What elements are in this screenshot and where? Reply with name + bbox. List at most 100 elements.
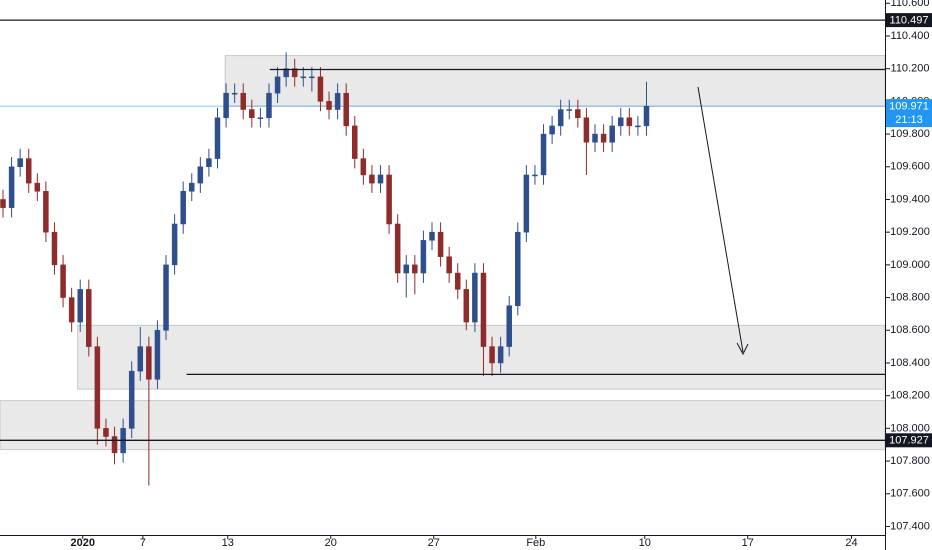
x-tick-label: 7 <box>140 537 146 549</box>
candle-body <box>154 330 161 380</box>
candle-body <box>463 289 470 323</box>
candle-body <box>600 133 607 143</box>
candle-body <box>103 428 109 437</box>
candle-body <box>163 264 169 331</box>
candle-body <box>25 158 32 184</box>
candle-body <box>309 76 315 79</box>
y-tick-label: 109.800 <box>890 128 930 140</box>
candle-body <box>274 76 281 94</box>
candle-body <box>214 117 221 159</box>
y-tick-label: 107.800 <box>890 455 930 467</box>
candle-body <box>197 166 204 184</box>
arrow <box>697 86 744 353</box>
x-tick-label: 17 <box>742 537 754 549</box>
candle-body <box>343 92 349 127</box>
candle-body <box>111 436 118 454</box>
candle-body <box>171 223 178 266</box>
candle-body <box>326 101 332 110</box>
candle-body <box>429 231 435 241</box>
candle-body <box>146 346 152 380</box>
candle-body <box>206 158 212 168</box>
candle-body <box>575 109 581 118</box>
candle-body <box>635 125 641 128</box>
candle-body <box>557 109 564 127</box>
y-tick-label: 109.200 <box>890 226 930 238</box>
candle-body <box>34 182 41 192</box>
candle-body <box>291 68 298 78</box>
candle-body <box>377 174 384 184</box>
candle-body <box>472 272 478 323</box>
candle-body <box>583 117 590 143</box>
candle-body <box>231 92 238 95</box>
y-tick-label: 108.000 <box>890 422 930 434</box>
zone <box>0 400 886 451</box>
level-label-box <box>886 13 932 28</box>
y-tick-label: 110.600 <box>891 0 930 9</box>
candle-body <box>489 346 495 364</box>
y-tick-label: 108.600 <box>890 324 930 336</box>
candle-body <box>257 117 264 119</box>
candle-body <box>334 92 341 110</box>
candle-body <box>189 182 195 192</box>
candle-body <box>43 191 49 233</box>
candle-body <box>317 76 324 102</box>
candle-body <box>51 231 58 266</box>
candle-body <box>300 76 307 79</box>
candle-body <box>515 231 521 306</box>
level-label-box <box>886 433 932 448</box>
candle-body <box>8 166 15 208</box>
candle-body <box>549 125 555 135</box>
y-tick-label: 108.400 <box>890 357 930 369</box>
candle-body <box>497 346 504 364</box>
candle-body <box>386 174 392 225</box>
candle-body <box>17 158 23 168</box>
y-tick-label: 110.400 <box>891 30 930 42</box>
x-tick-label: 27 <box>428 537 440 549</box>
candle-body <box>523 174 530 233</box>
y-tick-label: 109.400 <box>890 193 930 205</box>
x-tick-label: Feb <box>526 537 545 549</box>
candle-body <box>249 109 255 118</box>
candle-body <box>137 346 144 372</box>
level-label: 107.927 <box>889 435 929 447</box>
candle-body <box>609 125 615 143</box>
candle-body <box>240 92 246 110</box>
arrow-head <box>736 342 749 356</box>
candle-body <box>566 109 573 111</box>
x-tick-label: 20 <box>325 537 337 549</box>
candle-body <box>0 199 6 208</box>
candle-body <box>77 289 83 323</box>
y-tick-label: 107.600 <box>890 488 930 500</box>
candle-body <box>540 133 547 176</box>
candle-body <box>437 231 444 257</box>
candle-body <box>68 297 75 323</box>
countdown-label: 21:13 <box>895 114 923 126</box>
zone <box>224 55 886 107</box>
candle-body <box>360 158 367 176</box>
candle-body <box>454 272 461 290</box>
candle-body <box>420 240 427 274</box>
candle-body <box>446 256 452 274</box>
x-tick-label: 13 <box>222 537 234 549</box>
candle-body <box>626 117 633 127</box>
y-tick-label: 108.200 <box>890 390 930 402</box>
y-tick-label: 109.600 <box>890 161 930 173</box>
x-tick-label: 24 <box>845 537 857 549</box>
x-tick-label: 2020 <box>71 537 95 549</box>
candle-body <box>480 272 487 347</box>
candle-body <box>180 191 186 225</box>
candle-body <box>352 125 358 159</box>
y-tick-label: 109.000 <box>890 259 930 271</box>
y-tick-label: 110.200 <box>891 63 930 75</box>
candle-body <box>532 174 538 177</box>
candle-body <box>86 289 92 347</box>
level-label: 110.497 <box>890 15 929 27</box>
candle-body <box>592 133 598 143</box>
candle-body <box>94 346 101 429</box>
candle-body <box>506 305 512 347</box>
candle-body <box>403 264 410 274</box>
candle-body <box>128 370 135 429</box>
candle-body <box>283 68 289 78</box>
y-tick-label: 108.800 <box>890 291 930 303</box>
